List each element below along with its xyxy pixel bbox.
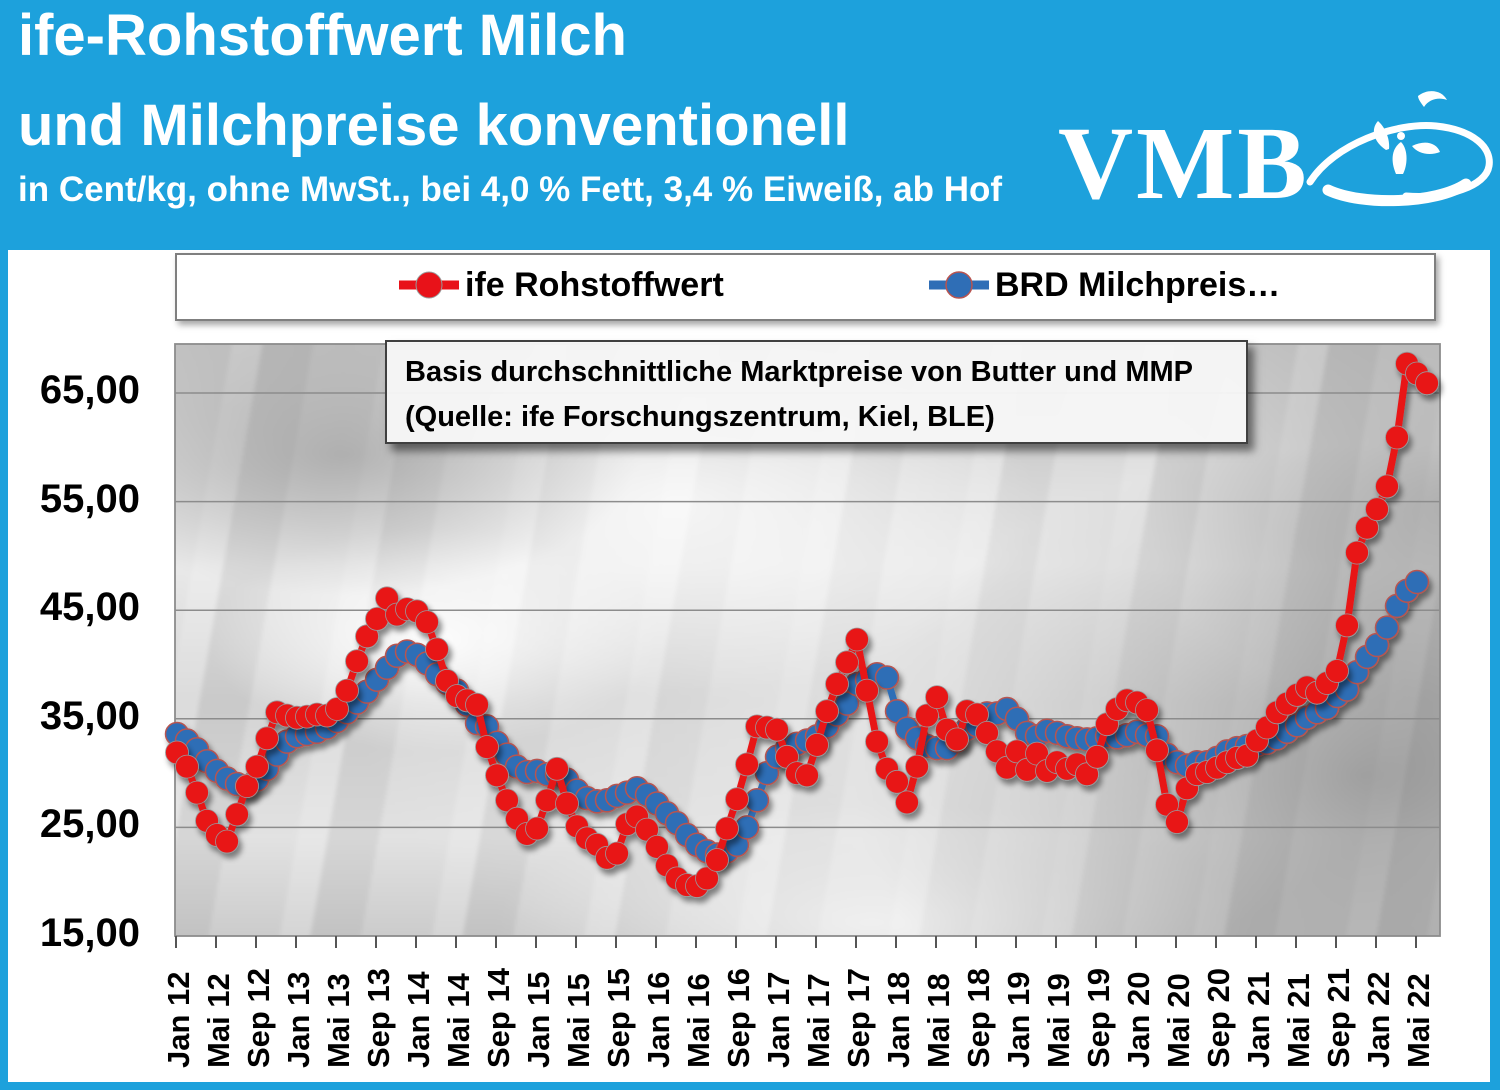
y-tick-label: 25,00 [39,802,140,847]
annotation-line2: (Quelle: ife Forschungszentrum, Kiel, BL… [405,400,995,433]
x-tick-label: Mai 14 [441,973,476,1068]
x-tick-label: Sep 17 [841,968,876,1068]
x-tick-label: Jan 19 [1001,971,1036,1068]
x-tick-label: Sep 13 [361,968,396,1068]
x-tick-label: Mai 20 [1161,973,1196,1068]
legend-label: ife Rohstoffwert [465,265,724,304]
x-tick-label: Sep 19 [1081,968,1116,1068]
x-tick-label: Jan 14 [401,971,436,1068]
x-tick-label: Mai 15 [561,973,596,1068]
x-tick-label: Jan 15 [521,971,556,1068]
page-title-line2: und Milchpreise konventionell [18,93,850,158]
x-tick-label: Mai 21 [1281,973,1316,1068]
annotation-line1: Basis durchschnittliche Marktpreise von … [405,356,1193,388]
x-tick-label: Sep 20 [1201,968,1236,1068]
vmb-swirl-icon [1306,91,1493,207]
source-annotation-box: Basis durchschnittliche Marktpreise von … [385,340,1248,444]
x-tick-label: Mai 17 [801,973,836,1068]
x-tick-label: Sep 18 [961,968,996,1068]
x-tick-label: Sep 12 [241,968,276,1068]
x-tick-label: Mai 16 [681,973,716,1068]
y-tick-label: 55,00 [39,476,140,521]
legend-entry-brd-milchpreis: BRD Milchpreis… [927,255,1280,315]
y-tick-label: 65,00 [39,368,140,412]
x-tick-label: Sep 14 [481,968,516,1068]
x-tick-label: Mai 22 [1401,973,1436,1068]
x-tick-label: Mai 19 [1041,973,1076,1068]
legend-entry-ife-rohstoffwert: ife Rohstoffwert [397,255,724,315]
x-tick-label: Mai 13 [321,973,356,1068]
red-line-marker-icon [399,271,459,299]
header-band: ife-Rohstoffwert Milch und Milchpreise k… [0,0,1500,250]
y-tick-label: 15,00 [39,911,140,955]
x-tick-label: Jan 16 [641,971,676,1068]
x-tick-label: Jan 21 [1241,971,1276,1068]
x-tick-label: Mai 12 [201,973,236,1068]
blue-line-marker-icon [929,271,989,299]
legend-label: BRD Milchpreis… [995,265,1281,304]
x-tick-label: Sep 15 [601,968,636,1068]
page-title-line1: ife-Rohstoffwert Milch [18,3,627,68]
vmb-logo-text: VMB [1058,106,1310,221]
page-subtitle: in Cent/kg, ohne MwSt., bei 4,0 % Fett, … [18,170,1003,209]
x-tick-label: Jan 22 [1361,971,1396,1068]
x-tick-label: Jan 17 [761,971,796,1068]
chart-legend: ife Rohstoffwert BRD Milchpreis… [175,253,1436,321]
x-tick-label: Jan 12 [161,971,196,1068]
x-tick-label: Jan 13 [281,971,316,1068]
x-tick-label: Jan 18 [881,971,916,1068]
x-tick-label: Sep 16 [721,968,756,1068]
x-tick-label: Sep 21 [1321,968,1356,1068]
y-tick-label: 45,00 [39,585,140,630]
x-tick-label: Jan 20 [1121,971,1156,1068]
x-tick-label: Mai 18 [921,973,956,1068]
y-tick-label: 35,00 [39,693,140,738]
